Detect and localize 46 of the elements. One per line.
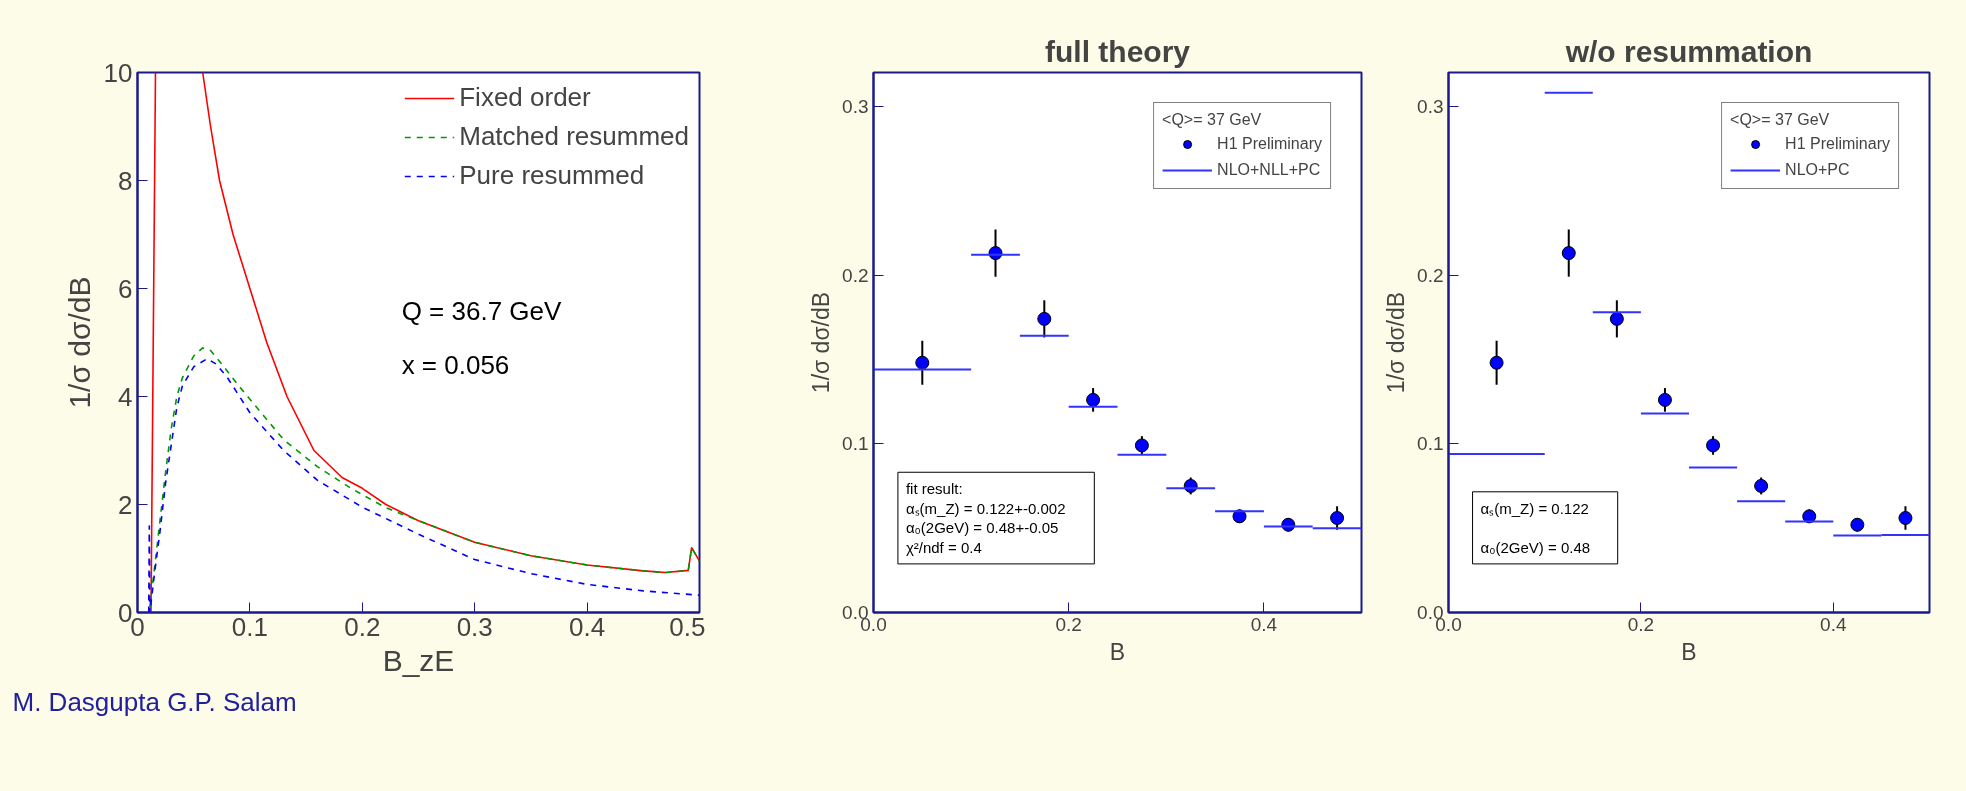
legend-label: NLO+NLL+PC (1217, 161, 1321, 179)
x-tick-label: 0.1 (231, 611, 268, 642)
annotation: fit result: (905, 480, 963, 498)
chart-title: w/o resummation (1564, 34, 1813, 68)
annotation: Q = 36.7 GeV (401, 296, 563, 327)
x-tick-label: 0.5 (669, 611, 706, 642)
legend-label: H1 Preliminary (1785, 135, 1890, 153)
y-tick-label: 0.1 (842, 433, 869, 455)
y-tick-label: 10 (103, 57, 133, 88)
x-tick-label: 0.4 (1250, 613, 1278, 635)
x-tick-label: 0.4 (1820, 613, 1847, 635)
chart-title: full theory (1045, 34, 1191, 68)
y-axis-title: 1/σ dσ/dB (1383, 291, 1410, 394)
annotation: x = 0.056 (401, 350, 510, 381)
x-tick-label: 0.2 (1627, 613, 1655, 635)
annotation: α₀(2GeV) = 0.48+-0.05 (905, 519, 1059, 537)
y-tick-label: 6 (118, 273, 133, 304)
annotation: αₛ(m_Z) = 0.122 (1480, 499, 1589, 517)
x-axis-title: B (1109, 638, 1126, 665)
x-axis-title: B_zE (382, 643, 455, 677)
x-tick-label: 0.2 (344, 611, 381, 642)
y-axis-title: 1/σ dσ/dB (808, 291, 835, 394)
annotation: α₀(2GeV) = 0.48 (1480, 538, 1591, 556)
annotation: χ²/ndf = 0.4 (905, 538, 982, 556)
y-tick-label: 0.3 (842, 95, 869, 117)
x-tick-label: 0.3 (456, 611, 493, 642)
legend-label: Matched resummed (459, 121, 689, 152)
y-tick-label: 0.3 (1417, 95, 1444, 117)
legend-label: Pure resummed (459, 160, 645, 191)
y-tick-label: 4 (118, 381, 133, 412)
y-tick-label: 0.2 (842, 264, 869, 286)
y-axis-title: 1/σ dσ/dB (62, 276, 96, 409)
x-tick-label: 0.4 (569, 611, 606, 642)
text: M. Dasgupta G.P. Salam (12, 686, 297, 717)
legend-title: <Q>= 37 GeV (1730, 111, 1831, 129)
y-tick-label: 8 (118, 165, 133, 196)
y-tick-label: 0.2 (1417, 264, 1444, 286)
y-tick-label: 2 (118, 489, 133, 520)
legend-title: <Q>= 37 GeV (1162, 111, 1263, 129)
x-axis-title: B (1681, 638, 1697, 665)
x-tick-label: 0.2 (1055, 613, 1082, 635)
legend-label: NLO+PC (1785, 161, 1850, 179)
legend-label: Fixed order (459, 82, 591, 113)
y-tick-label: 0.1 (1417, 433, 1444, 455)
legend-label: H1 Preliminary (1217, 135, 1322, 153)
annotation: αₛ(m_Z) = 0.122+-0.002 (905, 499, 1066, 517)
